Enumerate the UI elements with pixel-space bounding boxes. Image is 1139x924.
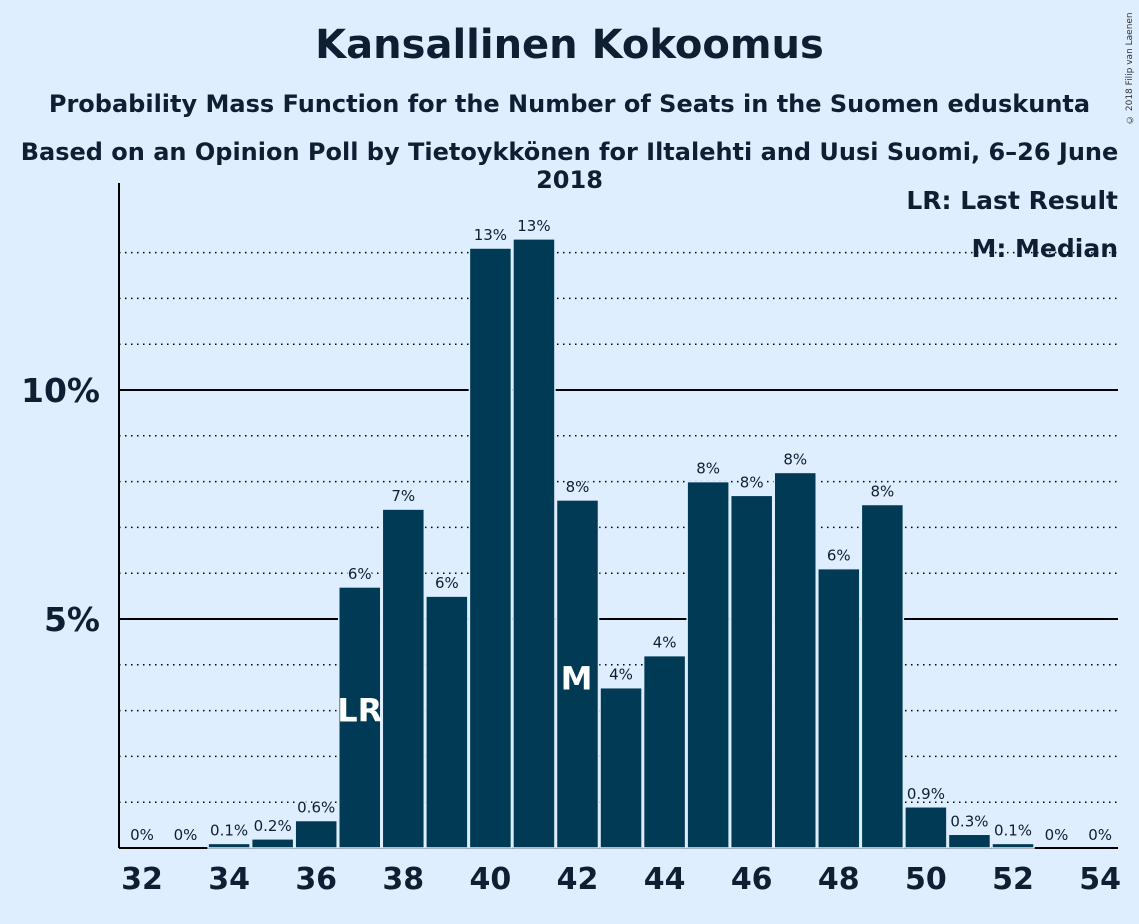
data-label-seat-44: 4%	[653, 634, 677, 652]
last-result-marker: LR	[337, 692, 382, 730]
data-label-seat-43: 4%	[609, 666, 633, 684]
x-tick-54: 54	[1079, 862, 1121, 897]
chart-title: Kansallinen Kokoomus	[315, 22, 824, 68]
y-tick-10: 10%	[21, 371, 100, 410]
bar-seat-38	[381, 508, 426, 849]
bar-seat-47	[773, 471, 817, 849]
data-label-seat-40: 13%	[474, 226, 507, 244]
bar-seat-34	[207, 842, 251, 849]
y-tick-5: 5%	[44, 600, 100, 639]
bar-seat-41	[512, 238, 556, 849]
bar-seat-44	[642, 654, 687, 849]
bar-seat-35	[250, 838, 295, 849]
data-label-seat-34: 0.1%	[210, 821, 248, 839]
data-labels: 0% 0% 0.1% 0.2% 0.6% 6% 7% 6% 13% 13% 8% 4% 4% 8% 8% 8%…	[129, 215, 1114, 845]
data-label-seat-32: 0%	[130, 826, 154, 844]
x-tick-40: 40	[470, 862, 512, 897]
bar-seat-49	[860, 503, 905, 849]
x-tick-36: 36	[295, 862, 337, 897]
chart-subtitle-poll: Based on an Opinion Poll by Tietoykkönen…	[20, 138, 1119, 194]
data-label-seat-54: 0%	[1088, 826, 1112, 844]
bar-seat-40	[468, 247, 513, 849]
y-tick-labels: 5% 10%	[21, 371, 100, 639]
data-label-seat-48: 6%	[827, 547, 851, 565]
bar-seat-50	[904, 806, 948, 849]
median-marker: M	[561, 660, 593, 698]
x-tick-34: 34	[208, 862, 250, 897]
legend-last-result: LR: Last Result	[906, 186, 1118, 215]
bar-seat-42	[555, 499, 600, 849]
bars	[207, 238, 1035, 849]
data-label-seat-52: 0.1%	[994, 821, 1032, 839]
data-label-seat-42: 8%	[566, 478, 590, 496]
x-tick-38: 38	[382, 862, 424, 897]
data-label-seat-37: 6%	[348, 565, 372, 583]
chart-subtitle: Probability Mass Function for the Number…	[48, 90, 1091, 118]
data-label-seat-35: 0.2%	[254, 817, 292, 835]
data-label-seat-51: 0.3%	[950, 812, 988, 830]
data-label-seat-38: 7%	[391, 487, 415, 505]
data-label-seat-47: 8%	[783, 450, 807, 468]
bar-seat-51	[947, 833, 992, 849]
data-label-seat-45: 8%	[696, 460, 720, 478]
bar-seat-37	[338, 586, 382, 849]
data-label-seat-39: 6%	[435, 574, 459, 592]
data-label-seat-33: 0%	[174, 826, 198, 844]
bar-seat-48	[817, 567, 861, 849]
x-tick-44: 44	[644, 862, 686, 897]
data-label-seat-50: 0.9%	[907, 785, 945, 803]
bar-seat-36	[294, 819, 338, 849]
legend-median: M: Median	[971, 234, 1118, 263]
bar-seat-52	[991, 842, 1035, 849]
x-tick-50: 50	[905, 862, 947, 897]
bar-seat-43	[599, 686, 643, 849]
bar-seat-39	[425, 595, 469, 849]
bar-seat-46	[729, 494, 774, 849]
bar-markers: LR M	[337, 660, 592, 730]
x-tick-42: 42	[557, 862, 599, 897]
data-label-seat-53: 0%	[1045, 826, 1069, 844]
x-tick-32: 32	[121, 862, 163, 897]
data-label-seat-36: 0.6%	[297, 799, 335, 817]
data-label-seat-41: 13%	[517, 217, 550, 235]
x-tick-labels: 32 34 36 38 40 42 44 46 48 50 52 54	[121, 862, 1121, 897]
bar-seat-45	[686, 480, 730, 849]
x-tick-48: 48	[818, 862, 860, 897]
data-label-seat-46: 8%	[740, 473, 764, 491]
x-tick-52: 52	[992, 862, 1034, 897]
x-tick-46: 46	[731, 862, 773, 897]
data-label-seat-49: 8%	[870, 483, 894, 501]
